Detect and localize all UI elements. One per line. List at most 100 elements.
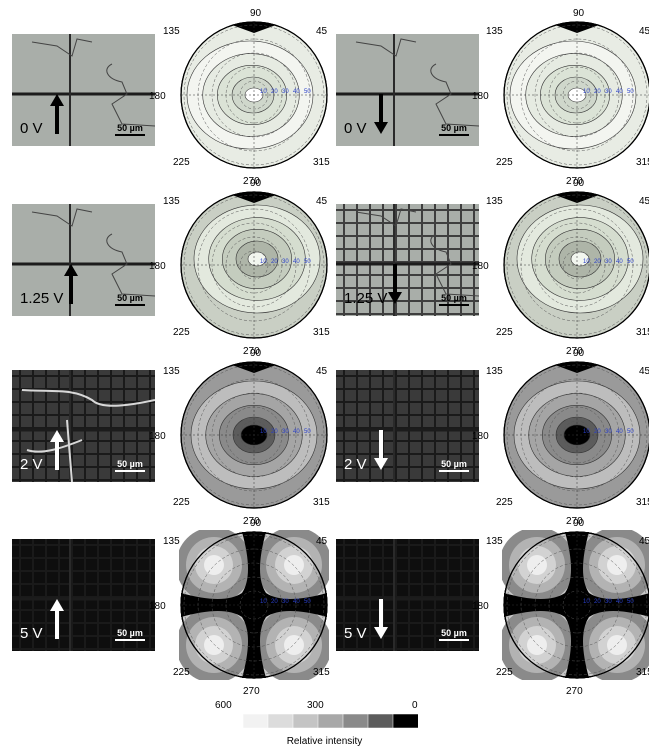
radial-label: 20 bbox=[594, 89, 601, 95]
angle-label: 180 bbox=[472, 431, 489, 442]
radial-label: 50 bbox=[627, 429, 634, 435]
angle-label: 180 bbox=[472, 261, 489, 272]
radial-label: 50 bbox=[304, 259, 311, 265]
radial-label: 50 bbox=[304, 89, 311, 95]
radial-label: 30 bbox=[282, 599, 289, 605]
scale-bar-label: 50 µm bbox=[441, 293, 467, 303]
scale-bar: 50 µm bbox=[439, 123, 469, 136]
angle-label: 135 bbox=[163, 196, 180, 207]
legend-tick-mid: 300 bbox=[307, 700, 324, 711]
micrograph-panel: 0 V 50 µm bbox=[336, 34, 479, 146]
scale-bar-label: 50 µm bbox=[441, 459, 467, 469]
micrograph-panel: 2 V 50 µm bbox=[336, 370, 479, 482]
arrow-down-icon bbox=[388, 264, 402, 304]
scale-bar: 50 µm bbox=[115, 628, 145, 641]
scale-bar: 50 µm bbox=[115, 123, 145, 136]
angle-label: 90 bbox=[250, 348, 262, 359]
micrograph-image bbox=[12, 34, 155, 146]
angle-label: 180 bbox=[472, 601, 489, 612]
angle-label: 225 bbox=[173, 667, 190, 678]
radial-label: 30 bbox=[605, 89, 612, 95]
angle-label: 45 bbox=[316, 26, 328, 37]
angle-label: 45 bbox=[316, 196, 328, 207]
angle-label: 270 bbox=[243, 516, 260, 527]
angle-label: 45 bbox=[316, 536, 328, 547]
polar-plot: 102030405090450315270225180135 bbox=[149, 348, 342, 527]
polar-plot: 102030405090450315270225180135 bbox=[472, 8, 649, 187]
angle-label: 45 bbox=[639, 366, 649, 377]
angle-label: 135 bbox=[163, 26, 180, 37]
polar-contour-svg: 10 20 30 40 50 bbox=[180, 191, 328, 339]
scale-bar: 50 µm bbox=[439, 459, 469, 472]
scale-bar-label: 50 µm bbox=[117, 459, 143, 469]
angle-label: 45 bbox=[639, 536, 649, 547]
polar-plot: 102030405090450315270225180135 bbox=[149, 178, 342, 357]
legend-swatch bbox=[317, 714, 344, 728]
angle-label: 135 bbox=[486, 26, 503, 37]
angle-label: 135 bbox=[486, 536, 503, 547]
micrograph-panel: 5 V 50 µm bbox=[12, 539, 155, 651]
legend-tick-high: 600 bbox=[215, 700, 232, 711]
arrow-up-icon bbox=[50, 94, 64, 134]
voltage-label: 1.25 V bbox=[20, 290, 64, 307]
micrograph-image bbox=[336, 370, 479, 482]
radial-label: 20 bbox=[594, 429, 601, 435]
radial-label: 20 bbox=[594, 599, 601, 605]
radial-label: 30 bbox=[282, 429, 289, 435]
radial-label: 50 bbox=[627, 599, 634, 605]
micrograph-image bbox=[336, 539, 479, 651]
micrograph-panel: 1.25 V 50 µm bbox=[336, 204, 479, 316]
legend-swatch bbox=[367, 714, 394, 728]
micrograph-image bbox=[12, 370, 155, 482]
angle-label: 90 bbox=[573, 8, 585, 19]
radial-label: 10 bbox=[260, 429, 267, 435]
angle-label: 135 bbox=[163, 366, 180, 377]
angle-label: 90 bbox=[250, 8, 262, 19]
polar-contour-svg: 10 20 30 40 50 bbox=[503, 361, 649, 509]
scale-bar-label: 50 µm bbox=[441, 123, 467, 133]
scale-bar-label: 50 µm bbox=[117, 123, 143, 133]
angle-label: 45 bbox=[316, 366, 328, 377]
scale-bar: 50 µm bbox=[439, 293, 469, 306]
polar-plot: 102030405090450315270225180135 bbox=[149, 8, 342, 187]
polar-plot: 102030405090450315270225180135 bbox=[472, 178, 649, 357]
radial-label: 20 bbox=[271, 89, 278, 95]
radial-label: 30 bbox=[605, 599, 612, 605]
arrow-up-icon bbox=[50, 599, 64, 639]
legend-tick-low: 0 bbox=[412, 700, 418, 711]
scale-bar: 50 µm bbox=[115, 459, 145, 472]
polar-contour-svg: 10 20 30 40 50 bbox=[176, 527, 332, 683]
voltage-label: 0 V bbox=[20, 120, 43, 137]
radial-label: 40 bbox=[293, 429, 300, 435]
radial-label: 20 bbox=[271, 429, 278, 435]
micrograph-panel: 5 V 50 µm bbox=[336, 539, 479, 651]
voltage-label: 2 V bbox=[344, 456, 367, 473]
angle-label: 180 bbox=[149, 261, 166, 272]
arrow-up-icon bbox=[50, 430, 64, 470]
angle-label: 225 bbox=[173, 327, 190, 338]
micrograph-image bbox=[336, 204, 479, 316]
scale-bar-label: 50 µm bbox=[441, 628, 467, 638]
scale-bar: 50 µm bbox=[439, 628, 469, 641]
angle-label: 270 bbox=[243, 176, 260, 187]
legend-swatch bbox=[267, 714, 294, 728]
radial-label: 40 bbox=[293, 89, 300, 95]
radial-label: 30 bbox=[605, 429, 612, 435]
legend-swatch bbox=[342, 714, 369, 728]
radial-label: 20 bbox=[271, 259, 278, 265]
arrow-down-icon bbox=[374, 599, 388, 639]
radial-label: 30 bbox=[282, 259, 289, 265]
radial-label: 50 bbox=[627, 259, 634, 265]
polar-plot: 102030405090450315270225180135 bbox=[472, 348, 649, 527]
micrograph-panel: 2 V 50 µm bbox=[12, 370, 155, 482]
angle-label: 225 bbox=[496, 497, 513, 508]
polar-contour-svg: 10 20 30 40 50 bbox=[503, 21, 649, 169]
radial-label: 10 bbox=[583, 89, 590, 95]
radial-label: 50 bbox=[304, 429, 311, 435]
radial-label: 10 bbox=[583, 599, 590, 605]
arrow-down-icon bbox=[374, 94, 388, 134]
radial-label: 50 bbox=[304, 599, 311, 605]
legend-swatch bbox=[243, 714, 269, 728]
angle-label: 270 bbox=[566, 686, 583, 697]
micrograph-panel: 0 V 50 µm bbox=[12, 34, 155, 146]
